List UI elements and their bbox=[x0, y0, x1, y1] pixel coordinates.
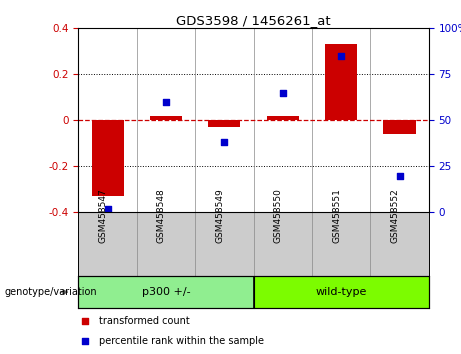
Bar bbox=[384, 120, 416, 134]
Bar bbox=[91, 120, 124, 196]
Text: GSM458547: GSM458547 bbox=[99, 188, 107, 243]
Point bbox=[221, 139, 228, 145]
Point bbox=[82, 338, 89, 344]
Title: GDS3598 / 1456261_at: GDS3598 / 1456261_at bbox=[176, 14, 331, 27]
Point bbox=[104, 206, 111, 212]
Text: transformed count: transformed count bbox=[100, 316, 190, 326]
Text: percentile rank within the sample: percentile rank within the sample bbox=[100, 336, 265, 346]
Text: GSM458551: GSM458551 bbox=[332, 188, 341, 243]
Bar bbox=[267, 116, 299, 120]
Point bbox=[396, 173, 403, 178]
Point bbox=[337, 53, 345, 59]
Text: wild-type: wild-type bbox=[315, 287, 367, 297]
Text: genotype/variation: genotype/variation bbox=[5, 287, 97, 297]
Bar bbox=[208, 120, 241, 127]
Point bbox=[82, 318, 89, 324]
Point bbox=[279, 90, 286, 96]
Text: GSM458548: GSM458548 bbox=[157, 188, 166, 243]
Bar bbox=[325, 45, 357, 120]
Bar bbox=[150, 116, 182, 120]
Text: GSM458550: GSM458550 bbox=[274, 188, 283, 243]
Bar bbox=[254, 276, 429, 308]
Bar bbox=[78, 276, 254, 308]
Text: GSM458552: GSM458552 bbox=[390, 188, 400, 243]
Text: p300 +/-: p300 +/- bbox=[142, 287, 190, 297]
Point bbox=[162, 99, 170, 105]
Text: GSM458549: GSM458549 bbox=[215, 188, 225, 243]
